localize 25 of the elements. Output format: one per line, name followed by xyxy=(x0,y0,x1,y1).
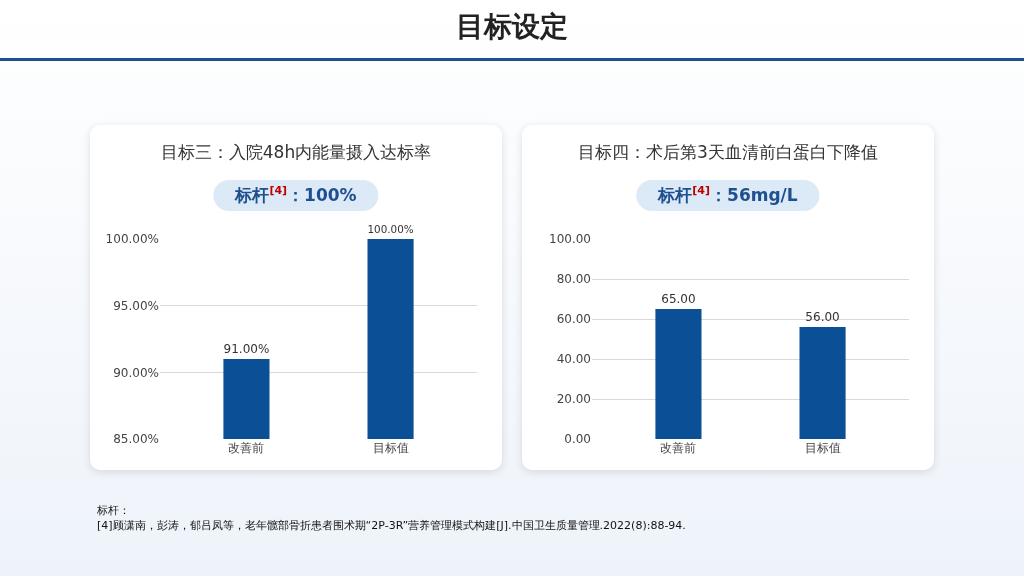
chart-title: 目标三：入院48h内能量摄入达标率 xyxy=(159,141,433,164)
y-tick-label: 100.00 xyxy=(549,232,591,247)
y-tick-label: 20.00 xyxy=(556,392,591,407)
x-tick-label: 目标值 xyxy=(372,441,409,455)
data-label: 65.00 xyxy=(661,292,696,306)
text: [4]顾潇南，彭涛，郁吕凤等，老年髋部骨折患者围术期“2P-3R”营养管理模式构建[J].中国卫生质量管理.2022(8):88-94. xyxy=(97,518,686,533)
data-label: 56.00 xyxy=(805,310,840,324)
y-tick-label: 60.00 xyxy=(556,312,591,327)
y-tick-label: 95.00% xyxy=(113,298,159,313)
x-tick-label: 改善前 xyxy=(660,441,697,455)
y-tick-label: 40.00 xyxy=(556,352,591,367)
y-tick-label: 0.00 xyxy=(564,432,591,447)
y-tick-label: 100.00% xyxy=(105,232,159,247)
x-tick-label: 目标值 xyxy=(804,441,841,455)
y-tick-label: 80.00 xyxy=(556,272,591,287)
chart-subtitle: 标杆$^{[4]}$：56mg/L xyxy=(636,180,820,211)
y-tick-label: 90.00% xyxy=(113,365,159,380)
chart-title: 目标四：术后第3天血清前白蛋白下降值 xyxy=(577,141,879,164)
data-label: 91.00% xyxy=(223,342,270,356)
chart-subtitle: 标杆$^{[4]}$：100% xyxy=(213,180,379,211)
data-label: 100.00% xyxy=(367,223,414,236)
text: 标杆： xyxy=(97,503,131,518)
y-tick-label: 85.00% xyxy=(113,432,159,447)
x-tick-label: 改善前 xyxy=(228,441,265,455)
text: 目标设定 xyxy=(455,9,569,45)
